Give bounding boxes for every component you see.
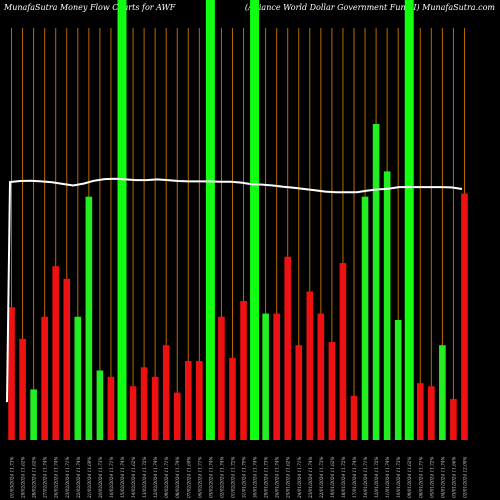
money-flow-bar <box>328 342 336 440</box>
x-tick-label: 24/01/2024 11.71% <box>297 457 302 499</box>
x-tick-label: 18/01/2024 11.72% <box>341 457 346 498</box>
money-flow-bar <box>229 357 236 440</box>
x-tick-label: 29/02/2024 11.62% <box>21 457 26 499</box>
x-tick-label: 22/02/2024 11.74% <box>76 457 81 499</box>
x-tick-label: 17/01/2024 11.74% <box>352 457 357 498</box>
x-tick-label: 23/02/2024 11.71% <box>65 457 70 499</box>
money-flow-bar <box>262 313 269 440</box>
money-flow-bar <box>196 361 203 440</box>
x-tick-label: 06/02/2024 11.71% <box>197 457 202 498</box>
money-flow-bar <box>184 361 192 440</box>
money-flow-bar <box>173 392 181 440</box>
x-tick-labels: 01/03/2024 11.73% 29/02/2024 11.62% 28/02/… <box>10 457 468 499</box>
money-flow-bar <box>273 313 280 440</box>
x-tick-label: 03/01/2024 11.66% <box>451 457 456 498</box>
money-flow-bar <box>129 386 137 440</box>
chart-source-title: (Alliance World Dollar Government Fund I… <box>244 3 495 12</box>
x-tick-label: 10/01/2024 11.73% <box>396 457 401 498</box>
x-tick-label: 11/01/2024 11.74% <box>385 457 390 498</box>
x-tick-label: 16/01/2024 11.71% <box>363 457 368 498</box>
x-tick-label: 09/02/2024 11.71% <box>164 457 169 498</box>
x-tick-label: 30/01/2024 11.74% <box>253 457 258 498</box>
highlight-band <box>404 0 414 440</box>
x-tick-label: 05/01/2024 11.72% <box>429 457 434 498</box>
money-flow-bar <box>317 313 325 440</box>
x-tick-label: 22/01/2024 11.73% <box>319 457 324 499</box>
highlight-band <box>250 0 260 440</box>
x-tick-label: 02/01/2024 12.09% <box>462 457 467 498</box>
x-tick-label: 07/02/2024 11.69% <box>186 457 191 498</box>
x-tick-label: 26/02/2024 11.74% <box>54 457 59 499</box>
x-tick-label: 01/02/2024 11.72% <box>230 457 235 498</box>
x-tick-label: 21/02/2024 11.69% <box>87 457 92 499</box>
money-flow-bar <box>74 316 82 440</box>
money-flow-bar <box>85 196 93 440</box>
money-flow-bar <box>361 196 369 440</box>
money-flow-bar <box>416 383 424 440</box>
x-tick-label: 28/02/2024 11.62% <box>32 457 37 499</box>
money-flow-bar <box>394 319 402 440</box>
highlight-band <box>117 0 127 440</box>
money-flow-bar <box>461 193 468 440</box>
x-tick-label: 08/02/2024 11.74% <box>175 457 180 498</box>
money-flow-bar <box>372 124 380 440</box>
x-tick-label: 16/02/2024 11.71% <box>109 457 114 498</box>
money-flow-bar <box>162 345 170 440</box>
money-flow-bar <box>96 370 104 440</box>
x-tick-label: 27/02/2024 11.74% <box>43 457 48 499</box>
money-flow-bar <box>52 266 60 440</box>
x-tick-label: 31/01/2024 11.70% <box>242 457 247 498</box>
money-flow-bar <box>428 386 435 440</box>
money-flow-bar <box>350 395 358 440</box>
x-tick-label: 13/02/2024 11.72% <box>142 457 147 498</box>
x-tick-label: 01/03/2024 11.73% <box>10 457 15 498</box>
price-line <box>6 177 463 403</box>
x-tick-label: 12/02/2024 11.74% <box>153 457 158 498</box>
money-flow-bar <box>240 300 247 440</box>
money-flow-bar <box>41 316 48 440</box>
x-tick-label: 09/01/2024 11.62% <box>407 457 412 498</box>
money-flow-bar <box>450 398 457 440</box>
chart-title: MunafaSutra Money Flow Charts for AWF <box>4 3 176 12</box>
x-tick-label: 14/02/2024 11.62% <box>131 457 136 498</box>
money-flow-bar <box>30 389 37 440</box>
x-tick-label: 20/02/2024 11.73% <box>98 457 103 499</box>
money-flow-bar <box>383 171 391 440</box>
x-tick-label: 05/02/2024 11.74% <box>208 457 213 498</box>
money-flow-bar <box>19 338 26 440</box>
x-tick-label: 19/01/2024 11.62% <box>330 457 335 498</box>
money-flow-bar <box>306 291 314 440</box>
x-tick-label: 08/01/2024 11.71% <box>418 457 423 498</box>
x-tick-label: 23/01/2024 11.74% <box>308 457 313 499</box>
x-tick-label: 02/02/2024 11.74% <box>219 457 224 498</box>
x-tick-label: 12/01/2024 11.72% <box>374 457 379 498</box>
money-flow-bar <box>284 256 292 440</box>
x-tick-label: 25/01/2024 11.62% <box>286 457 291 499</box>
money-flow-bar <box>140 367 148 440</box>
money-flow-bar <box>8 307 15 440</box>
money-flow-bar <box>339 263 347 440</box>
money-flow-bar <box>218 316 225 440</box>
money-flow-bar <box>295 345 303 440</box>
money-flow-bar <box>63 278 71 440</box>
money-flow-bar <box>151 376 159 440</box>
money-flow-bar <box>107 376 115 440</box>
x-tick-label: 26/01/2024 11.74% <box>275 457 280 499</box>
x-tick-label: 15/02/2024 11.74% <box>120 457 125 498</box>
price-line-layer <box>6 177 463 403</box>
bars <box>8 124 468 440</box>
highlight-band <box>205 0 215 440</box>
money-flow-bar <box>439 345 446 440</box>
x-tick-label: 04/01/2024 11.74% <box>440 457 445 498</box>
x-tick-label: 29/01/2024 11.73% <box>264 457 269 499</box>
